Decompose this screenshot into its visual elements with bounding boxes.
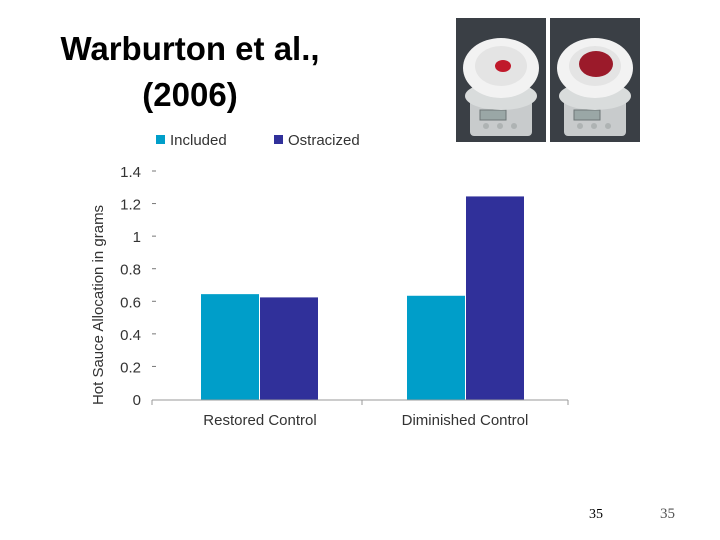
bar-included-restored-control [201, 294, 259, 400]
bars [201, 196, 524, 400]
scale-photo-small-portion [456, 18, 546, 142]
y-tick-label: 0.8 [120, 262, 141, 279]
page-number: 35 [589, 507, 603, 522]
title-line-2: (2006) [142, 76, 238, 113]
bar-ostracized-restored-control [260, 297, 318, 400]
hot-sauce-bar-chart: Included Ostracized Hot Sauce Allocation… [90, 132, 569, 429]
x-tick-label-diminished-control: Diminished Control [402, 412, 529, 429]
bar-ostracized-diminished-control [466, 196, 524, 400]
title-line-1: Warburton et al., [60, 30, 320, 67]
legend-label-included: Included [170, 132, 227, 149]
scale-photo-large-portion [550, 18, 640, 142]
y-tick-label: 0.4 [120, 327, 141, 344]
y-tick-label: 1.4 [120, 164, 141, 181]
legend-swatch-included [156, 135, 165, 144]
x-axis-tick-marks [151, 400, 569, 405]
page-number-corner: 35 [660, 506, 675, 522]
legend-label-ostracized: Ostracized [288, 132, 360, 149]
x-tick-label-restored-control: Restored Control [203, 412, 316, 429]
y-tick-label: 0 [133, 392, 141, 409]
legend-swatch-ostracized [274, 135, 283, 144]
y-tick-label: 0.2 [120, 359, 141, 376]
y-tick-label: 1.2 [120, 197, 141, 214]
slide-title: Warburton et al., (2006) [30, 26, 350, 118]
y-axis-label: Hot Sauce Allocation in grams [90, 205, 107, 405]
bar-included-diminished-control [407, 295, 465, 400]
y-axis-ticks: 0 0.2 0.4 0.6 0.8 1 1.2 1.4 [120, 164, 156, 409]
chart-legend: Included Ostracized [156, 132, 360, 149]
scale-photos [456, 18, 640, 142]
y-tick-label: 1 [133, 229, 141, 246]
y-tick-label: 0.6 [120, 294, 141, 311]
